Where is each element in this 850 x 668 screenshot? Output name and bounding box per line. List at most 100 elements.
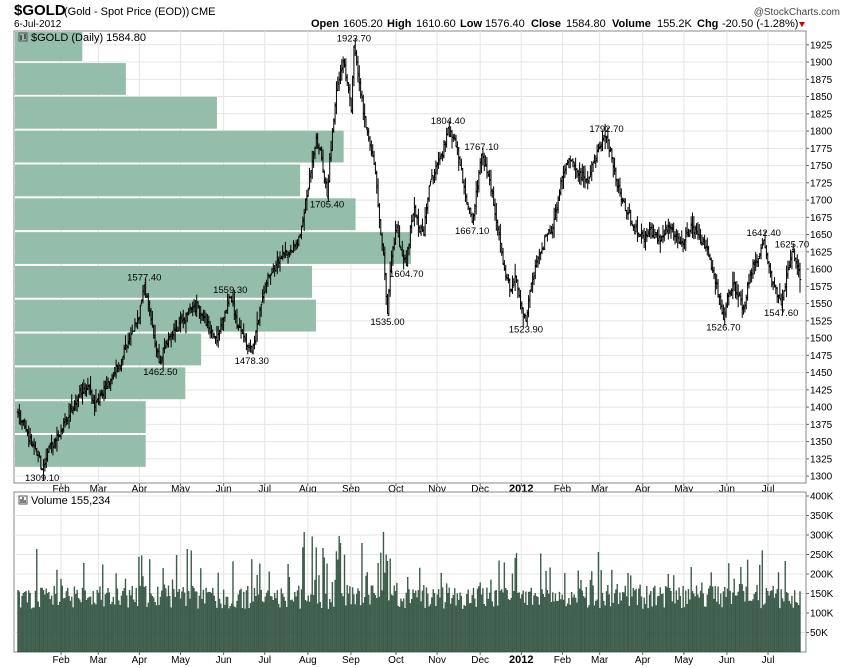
volume-bar [587, 607, 589, 653]
volume-bar [583, 596, 585, 653]
volume-bar [740, 566, 742, 653]
volume-bar [331, 582, 334, 653]
volume-bar [138, 556, 140, 653]
volume-bar [114, 604, 116, 653]
volume-bar [318, 575, 320, 653]
volume-bar [482, 588, 484, 653]
volume-bar [381, 590, 383, 653]
ohlc-bar [138, 305, 142, 325]
volume-bar [679, 595, 682, 653]
volume-tick-label: 100K [810, 609, 834, 620]
volume-bar [273, 593, 276, 653]
volume-bar [503, 562, 506, 653]
volume-bar [198, 595, 201, 653]
volume-bar [569, 604, 571, 653]
volume-bar [416, 597, 418, 653]
volume-bar [585, 587, 588, 653]
volume-bar [351, 587, 354, 653]
volume-bar [441, 587, 444, 653]
volume-bar [596, 599, 598, 653]
volume-bar [104, 594, 106, 653]
volume-bar [108, 592, 111, 653]
ohlc-bar [300, 225, 303, 240]
volume-bar [257, 594, 260, 653]
volume-bar [228, 608, 230, 653]
volume-bar [601, 592, 604, 653]
chg-label: Chg [697, 18, 718, 30]
volume-bar [541, 589, 543, 653]
volume-bar [374, 595, 377, 653]
volume-bar [407, 577, 409, 653]
volume-bar [122, 591, 124, 653]
volume-bar [522, 590, 524, 653]
month-tick-label: Mar [591, 655, 609, 666]
volume-bar [433, 593, 436, 653]
volume-bar [256, 575, 258, 653]
volume-bar [84, 590, 86, 653]
volume-bar [566, 603, 569, 653]
volume-bar [755, 592, 757, 653]
volume-bar [447, 593, 449, 653]
volume-bar [210, 592, 213, 653]
volume-bar [437, 589, 440, 653]
volume-bar [630, 575, 632, 653]
ohlc-bar [587, 176, 591, 185]
volume-bar [531, 604, 534, 653]
volume-bar [702, 593, 704, 653]
volume-bar [445, 583, 448, 653]
volume-bar [685, 590, 687, 653]
volume-bar [746, 559, 749, 653]
volume-bar [712, 586, 714, 653]
ohlc-bar [292, 240, 295, 253]
volume-bar [326, 563, 328, 653]
close-label: Close [531, 18, 561, 30]
volume-bar [153, 597, 155, 653]
volume-bar [291, 599, 293, 653]
volume-bar [322, 548, 324, 653]
volume-bar [412, 589, 414, 653]
volume-bar [85, 599, 88, 653]
price-tick-label: 1900 [810, 58, 833, 69]
volume-bar [444, 602, 446, 653]
volume-bar [341, 593, 343, 653]
ohlc-bar [188, 303, 192, 315]
volume-bar [100, 599, 102, 653]
volume-bar [576, 602, 578, 653]
volume-bar [52, 604, 54, 653]
price-tick-label: 1325 [810, 454, 833, 465]
volume-bar [534, 593, 536, 653]
volume-bar [550, 602, 553, 653]
volume-bar [495, 590, 497, 653]
volume-bar [480, 594, 483, 653]
volume-bar [359, 605, 362, 653]
volume-bar [366, 572, 369, 653]
vbp-bar [15, 32, 83, 62]
volume-bar [119, 604, 121, 653]
volume-bar [499, 590, 502, 653]
volume-bar [549, 567, 551, 653]
ohlc-bar [687, 228, 690, 238]
month-tick-label: Mar [90, 655, 108, 666]
volume-bar [553, 601, 555, 653]
price-annotation-label: 1309.10 [25, 473, 59, 484]
volume-bar [276, 590, 278, 653]
volume-bar [136, 606, 139, 653]
volume-bar [568, 598, 570, 653]
volume-bar [666, 587, 668, 653]
price-tick-label: 1725 [810, 178, 833, 189]
volume-bar [554, 593, 557, 653]
volume-bar [682, 586, 684, 653]
volume-bar [749, 600, 751, 653]
volume-bar [57, 605, 59, 653]
volume-bar [233, 606, 235, 653]
volume-bar [251, 559, 253, 653]
volume-bar [573, 594, 575, 653]
volume-bar [205, 587, 207, 653]
volume-bar [486, 587, 488, 653]
volume-bar [282, 593, 284, 653]
volume-bar [69, 600, 72, 653]
volume-bar [572, 597, 574, 653]
volume-bar [111, 602, 113, 653]
volume-bar [431, 597, 433, 653]
volume-bar [654, 585, 656, 653]
